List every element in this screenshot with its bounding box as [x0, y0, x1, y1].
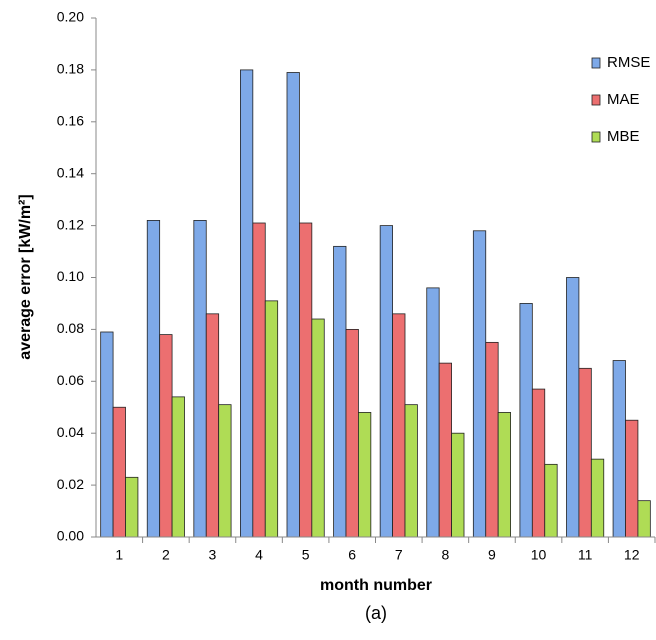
- bar: [218, 404, 232, 538]
- bar: [205, 313, 220, 538]
- bar: [472, 230, 487, 538]
- legend-label: RMSE: [607, 54, 650, 71]
- bar: [519, 303, 533, 538]
- bar: [612, 360, 626, 538]
- x-tick-label: 6: [348, 547, 356, 563]
- bar: [379, 225, 393, 538]
- bar: [531, 388, 546, 538]
- bar: [392, 313, 406, 538]
- bar: [159, 334, 173, 538]
- x-tick-label: 1: [115, 547, 123, 563]
- bar: [252, 222, 266, 538]
- y-tick-label: 0.16: [57, 113, 84, 129]
- bar: [345, 328, 359, 538]
- bar: [112, 406, 126, 538]
- bar: [497, 412, 511, 538]
- y-tick-label: 0.02: [57, 476, 84, 492]
- legend-swatch: [591, 131, 601, 143]
- bar: [311, 318, 325, 538]
- y-tick-label: 0.14: [57, 164, 84, 180]
- caption: (a): [365, 603, 387, 623]
- bar: [358, 412, 372, 538]
- bar: [566, 277, 580, 538]
- bar: [625, 419, 639, 538]
- x-tick-label: 12: [624, 547, 640, 563]
- bar: [438, 362, 452, 538]
- x-tick-label: 2: [162, 547, 170, 563]
- y-tick-label: 0.08: [57, 320, 84, 336]
- bar: [100, 331, 114, 538]
- x-tick-label: 11: [578, 547, 593, 563]
- bar: [299, 222, 313, 538]
- y-tick-label: 0.06: [57, 372, 84, 388]
- bar: [426, 287, 440, 538]
- bar: [544, 463, 558, 538]
- bar: [171, 396, 185, 538]
- bar: [404, 404, 418, 538]
- y-tick-label: 0.12: [57, 216, 84, 232]
- bar: [240, 69, 254, 538]
- bar: [333, 245, 347, 538]
- bar: [286, 72, 300, 538]
- bar: [125, 476, 139, 538]
- legend-swatch: [591, 57, 601, 69]
- x-tick-label: 3: [209, 547, 217, 563]
- x-tick-label: 9: [488, 547, 496, 563]
- y-tick-label: 0.10: [57, 268, 84, 284]
- x-tick-label: 4: [255, 547, 263, 563]
- x-tick-label: 10: [531, 547, 547, 563]
- bar: [590, 458, 605, 538]
- y-tick-label: 0.20: [57, 9, 84, 25]
- legend-label: MBE: [607, 128, 640, 145]
- y-axis-title: average error [kW/m²]: [17, 194, 34, 359]
- y-tick-label: 0.00: [57, 528, 84, 544]
- bar: [485, 341, 499, 538]
- bar: [637, 500, 651, 538]
- x-axis-title: month number: [320, 577, 432, 594]
- x-tick-label: 5: [302, 547, 310, 563]
- x-tick-label: 7: [395, 547, 403, 563]
- legend-label: MAE: [607, 91, 640, 108]
- bar: [451, 432, 465, 538]
- bar: [264, 300, 279, 538]
- legend-swatch: [591, 94, 601, 106]
- bar: [146, 220, 161, 538]
- x-tick-label: 8: [441, 547, 449, 563]
- y-tick-label: 0.04: [57, 424, 84, 440]
- bar: [578, 367, 592, 538]
- y-tick-label: 0.18: [57, 61, 84, 77]
- bar: [193, 220, 207, 538]
